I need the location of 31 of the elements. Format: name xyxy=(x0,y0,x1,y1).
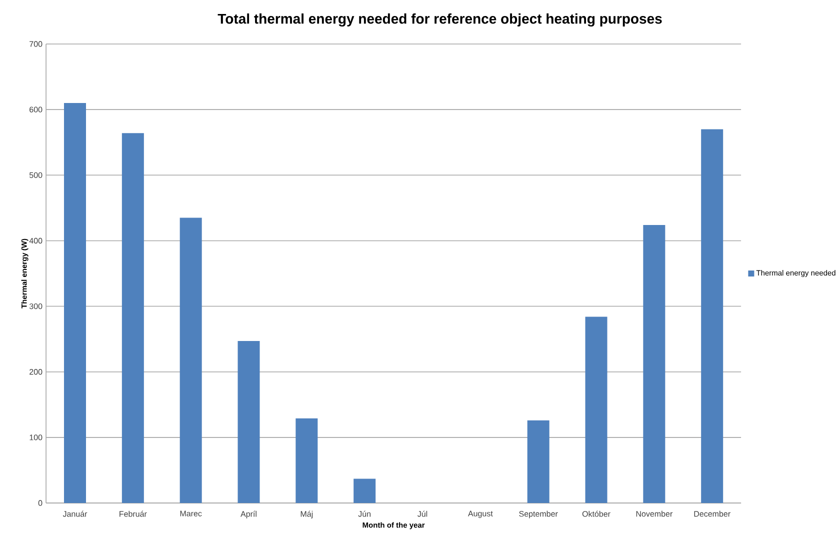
y-tick-label: 200 xyxy=(30,369,42,375)
x-tick-label: Apríl xyxy=(240,510,256,518)
bar xyxy=(585,316,608,503)
bar xyxy=(527,420,550,503)
y-tick-label: 600 xyxy=(30,106,42,112)
x-tick-label: Január xyxy=(62,510,88,517)
bar xyxy=(180,218,202,503)
x-tick-label: September xyxy=(519,510,558,518)
y-tick-label: 0 xyxy=(38,500,42,506)
bar xyxy=(122,133,144,503)
bar xyxy=(238,341,260,503)
bar xyxy=(354,478,376,503)
bar xyxy=(643,224,666,503)
y-tick-label: 700 xyxy=(30,41,42,47)
x-tick-label: August xyxy=(468,510,493,518)
y-tick-label: 400 xyxy=(29,238,42,244)
y-tick-label: 300 xyxy=(29,303,42,310)
y-tick-label: 100 xyxy=(30,434,42,440)
x-tick-label: November xyxy=(636,510,672,517)
y-tick-label: 500 xyxy=(29,172,42,178)
chart-title: Total thermal energy needed for reference object heating purposes xyxy=(218,13,662,27)
x-tick-label: Október xyxy=(582,510,610,517)
x-tick-label: Marec xyxy=(180,510,202,516)
bar xyxy=(64,103,86,503)
x-tick-label: Február xyxy=(120,510,147,517)
x-tick-label: Máj xyxy=(300,510,313,518)
x-tick-label: Jún xyxy=(358,510,371,517)
x-tick-label: Júl xyxy=(418,510,428,517)
bar xyxy=(701,129,724,503)
x-tick-label: December xyxy=(694,510,730,517)
bar xyxy=(296,418,318,503)
